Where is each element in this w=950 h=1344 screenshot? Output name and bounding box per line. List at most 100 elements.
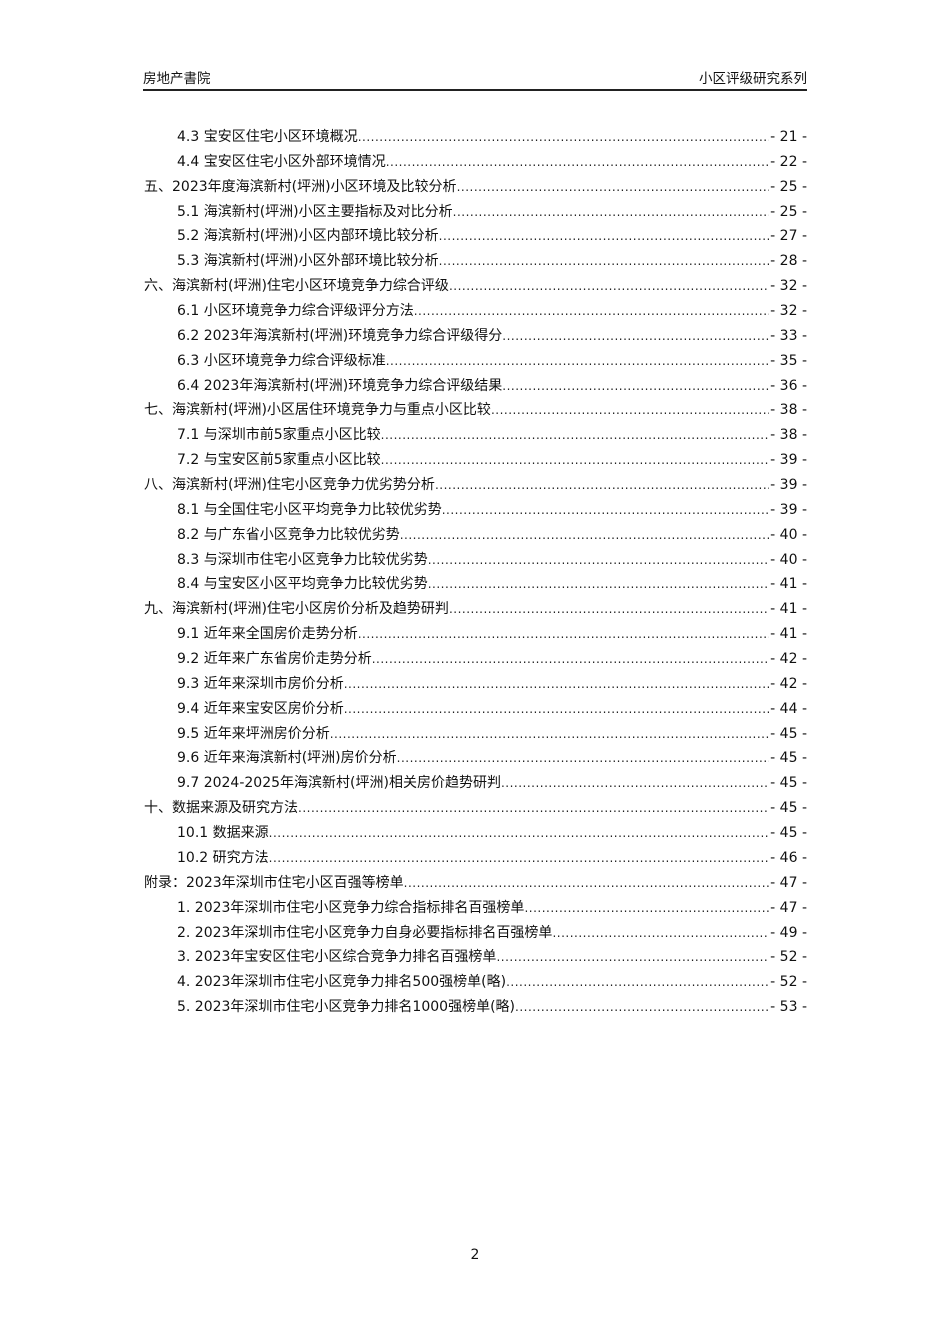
toc-entry-title: 6.3 小区环境竞争力综合评级标准 — [177, 352, 386, 369]
toc-entry-title: 3. 2023年宝安区住宅小区综合竞争力排名百强榜单 — [177, 949, 497, 966]
toc-entry[interactable]: 八、海滨新村(坪洲)住宅小区竞争力优劣势分析 - 39 - — [144, 474, 807, 499]
toc-leader-dots — [449, 602, 769, 616]
toc-entry-page: - 33 - — [770, 327, 807, 344]
toc-entry[interactable]: 7.1 与深圳市前5家重点小区比较 - 38 - — [144, 424, 807, 449]
toc-entry[interactable]: 五、2023年度海滨新村(坪洲)小区环境及比较分析 - 25 - — [144, 176, 807, 201]
toc-entry-title: 9.1 近年来全国房价走势分析 — [177, 626, 358, 643]
toc-entry[interactable]: 2. 2023年深圳市住宅小区竞争力自身必要指标排名百强榜单 - 49 - — [144, 922, 807, 947]
toc-entry-page: - 45 - — [770, 775, 807, 792]
toc-entry[interactable]: 5.2 海滨新村(坪洲)小区内部环境比较分析 - 27 - — [144, 225, 807, 250]
toc-entry[interactable]: 10.2 研究方法 - 46 - — [144, 847, 807, 872]
toc-entry-page: - 49 - — [770, 924, 807, 941]
toc-leader-dots — [506, 975, 769, 989]
toc-entry-page: - 41 - — [770, 626, 807, 643]
toc-entry[interactable]: 6.3 小区环境竞争力综合评级标准 - 35 - — [144, 350, 807, 375]
toc-leader-dots — [501, 776, 769, 790]
toc-entry-page: - 32 - — [770, 278, 807, 295]
toc-leader-dots — [453, 205, 770, 219]
toc-entry[interactable]: 9.5 近年来坪洲房价分析 - 45 - — [144, 723, 807, 748]
toc-leader-dots — [442, 503, 769, 517]
toc-entry-title: 附录：2023年深圳市住宅小区百强等榜单 — [144, 874, 404, 891]
toc-entry-title: 2. 2023年深圳市住宅小区竞争力自身必要指标排名百强榜单 — [177, 924, 553, 941]
toc-entry[interactable]: 9.6 近年来海滨新村(坪洲)房价分析 - 45 - — [144, 747, 807, 772]
toc-leader-dots — [330, 727, 769, 741]
toc-entry[interactable]: 10.1 数据来源 - 45 - — [144, 822, 807, 847]
toc-entry-page: - 52 - — [770, 974, 807, 991]
toc-leader-dots — [428, 553, 769, 567]
toc-entry-page: - 47 - — [770, 874, 807, 891]
table-of-contents: 4.3 宝安区住宅小区环境概况 - 21 - 4.4 宝安区住宅小区外部环境情况 - … — [144, 126, 807, 1021]
toc-leader-dots — [524, 901, 769, 915]
toc-entry-title: 五、2023年度海滨新村(坪洲)小区环境及比较分析 — [144, 178, 457, 195]
toc-entry[interactable]: 6.2 2023年海滨新村(坪洲)环境竞争力综合评级得分 - 33 - — [144, 325, 807, 350]
toc-leader-dots — [552, 926, 769, 940]
toc-leader-dots — [397, 751, 770, 765]
toc-entry[interactable]: 5. 2023年深圳市住宅小区竞争力排名1000强榜单(略) - 53 - — [144, 996, 807, 1021]
toc-entry-title: 6.2 2023年海滨新村(坪洲)环境竞争力综合评级得分 — [177, 327, 503, 344]
toc-entry-page: - 53 - — [770, 999, 807, 1016]
toc-entry[interactable]: 8.2 与广东省小区竞争力比较优劣势 - 40 - — [144, 524, 807, 549]
toc-entry[interactable]: 1. 2023年深圳市住宅小区竞争力综合指标排名百强榜单 - 47 - — [144, 897, 807, 922]
toc-leader-dots — [381, 453, 770, 467]
toc-entry-page: - 22 - — [770, 153, 807, 170]
page-number: 2 — [470, 1247, 480, 1263]
toc-entry-title: 9.7 2024-2025年海滨新村(坪洲)相关房价趋势研判 — [177, 775, 501, 792]
header-left: 房地产書院 — [143, 71, 211, 87]
toc-entry[interactable]: 4.4 宝安区住宅小区外部环境情况 - 22 - — [144, 151, 807, 176]
toc-entry-page: - 40 - — [770, 551, 807, 568]
toc-entry-page: - 28 - — [770, 253, 807, 270]
toc-entry[interactable]: 8.3 与深圳市住宅小区竞争力比较优劣势 - 40 - — [144, 549, 807, 574]
toc-entry[interactable]: 5.3 海滨新村(坪洲)小区外部环境比较分析 - 28 - — [144, 250, 807, 275]
toc-entry-page: - 32 - — [770, 303, 807, 320]
toc-entry-title: 6.1 小区环境竞争力综合评级评分方法 — [177, 303, 414, 320]
toc-entry[interactable]: 9.2 近年来广东省房价走势分析 - 42 - — [144, 648, 807, 673]
toc-entry-title: 七、海滨新村(坪洲)小区居住环境竞争力与重点小区比较 — [144, 402, 491, 419]
toc-entry[interactable]: 附录：2023年深圳市住宅小区百强等榜单 - 47 - — [144, 872, 807, 897]
toc-leader-dots — [358, 130, 769, 144]
toc-entry-page: - 41 - — [770, 576, 807, 593]
toc-entry-title: 六、海滨新村(坪洲)住宅小区环境竞争力综合评级 — [144, 278, 449, 295]
toc-entry-title: 9.3 近年来深圳市房价分析 — [177, 675, 344, 692]
toc-leader-dots — [502, 379, 769, 393]
toc-entry[interactable]: 9.4 近年来宝安区房价分析 - 44 - — [144, 698, 807, 723]
toc-entry-page: - 40 - — [770, 526, 807, 543]
toc-leader-dots — [449, 279, 769, 293]
toc-entry[interactable]: 8.4 与宝安区小区平均竞争力比较优劣势 - 41 - — [144, 573, 807, 598]
toc-leader-dots — [400, 528, 769, 542]
toc-entry[interactable]: 4. 2023年深圳市住宅小区竞争力排名500强榜单(略) - 52 - — [144, 971, 807, 996]
toc-entry[interactable]: 3. 2023年宝安区住宅小区综合竞争力排名百强榜单 - 52 - — [144, 946, 807, 971]
toc-entry[interactable]: 9.1 近年来全国房价走势分析 - 41 - — [144, 623, 807, 648]
toc-entry-title: 7.2 与宝安区前5家重点小区比较 — [177, 452, 381, 469]
toc-entry[interactable]: 6.1 小区环境竞争力综合评级评分方法 - 32 - — [144, 300, 807, 325]
toc-leader-dots — [439, 254, 770, 268]
toc-leader-dots — [435, 478, 769, 492]
toc-entry-title: 8.3 与深圳市住宅小区竞争力比较优劣势 — [177, 551, 428, 568]
toc-entry[interactable]: 十、数据来源及研究方法 - 45 - — [144, 797, 807, 822]
toc-entry-title: 5. 2023年深圳市住宅小区竞争力排名1000强榜单(略) — [177, 999, 515, 1016]
toc-entry[interactable]: 九、海滨新村(坪洲)住宅小区房价分析及趋势研判 - 41 - — [144, 598, 807, 623]
toc-entry-title: 9.4 近年来宝安区房价分析 — [177, 700, 344, 717]
toc-entry-title: 6.4 2023年海滨新村(坪洲)环境竞争力综合评级结果 — [177, 377, 503, 394]
toc-entry-page: - 25 - — [770, 203, 807, 220]
toc-entry[interactable]: 8.1 与全国住宅小区平均竞争力比较优劣势 - 39 - — [144, 499, 807, 524]
toc-entry-page: - 47 - — [770, 899, 807, 916]
toc-entry-title: 1. 2023年深圳市住宅小区竞争力综合指标排名百强榜单 — [177, 899, 525, 916]
toc-entry-page: - 45 - — [770, 800, 807, 817]
toc-entry-page: - 21 - — [770, 129, 807, 145]
toc-entry-title: 9.6 近年来海滨新村(坪洲)房价分析 — [177, 750, 397, 767]
toc-entry-page: - 36 - — [770, 377, 807, 394]
toc-entry-page: - 45 - — [770, 750, 807, 767]
toc-entry[interactable]: 9.7 2024-2025年海滨新村(坪洲)相关房价趋势研判 - 45 - — [144, 772, 807, 797]
toc-entry[interactable]: 5.1 海滨新村(坪洲)小区主要指标及对比分析 - 25 - — [144, 201, 807, 226]
toc-entry-page: - 42 - — [770, 651, 807, 668]
toc-entry[interactable]: 4.3 宝安区住宅小区环境概况 - 21 - — [144, 126, 807, 151]
toc-entry-title: 9.2 近年来广东省房价走势分析 — [177, 651, 372, 668]
toc-entry[interactable]: 七、海滨新村(坪洲)小区居住环境竞争力与重点小区比较 - 38 - — [144, 399, 807, 424]
toc-entry[interactable]: 6.4 2023年海滨新村(坪洲)环境竞争力综合评级结果 - 36 - — [144, 375, 807, 400]
toc-entry[interactable]: 六、海滨新村(坪洲)住宅小区环境竞争力综合评级 - 32 - — [144, 275, 807, 300]
toc-leader-dots — [491, 403, 769, 417]
toc-entry-title: 9.5 近年来坪洲房价分析 — [177, 725, 330, 742]
toc-entry[interactable]: 9.3 近年来深圳市房价分析 - 42 - — [144, 673, 807, 698]
toc-entry[interactable]: 7.2 与宝安区前5家重点小区比较 - 39 - — [144, 449, 807, 474]
toc-leader-dots — [344, 677, 769, 691]
